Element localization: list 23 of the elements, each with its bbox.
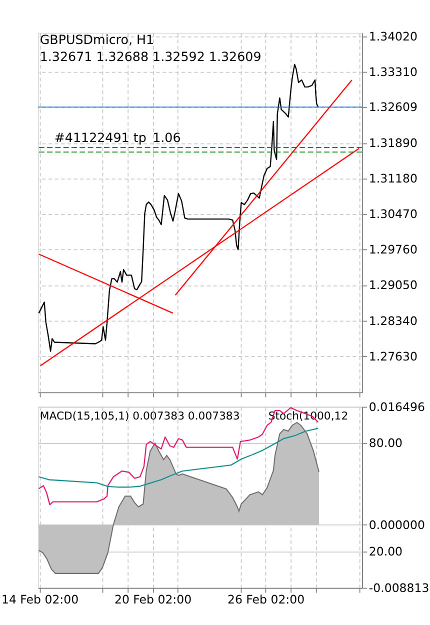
y-tick-label: 1.29050 (368, 278, 418, 292)
annotation: MACD(15,105,1) 0.007383 0.007383 (40, 409, 240, 422)
y2-tick-label: 80.00 (368, 436, 403, 450)
annotation: 1.06 (152, 130, 181, 145)
x-tick-label: 26 Feb 02:00 (227, 592, 305, 607)
x-tick-label: 20 Feb 02:00 (114, 592, 192, 607)
y-tick-label: 1.31180 (368, 172, 418, 186)
y-tick-label: 1.33310 (368, 65, 418, 80)
y-tick-label: 1.31890 (368, 136, 418, 150)
y-tick-label: 1.32609 (368, 100, 418, 114)
y-tick-label: 0.016496 (368, 400, 425, 414)
ref-line-label: #41122491 tp (54, 130, 146, 146)
chart-title: GBPUSDmicro, H1 (40, 32, 154, 47)
y2-tick-label: 20.00 (368, 544, 403, 559)
y-tick-label: 1.34020 (368, 29, 418, 44)
y-tick-label: 1.27630 (368, 349, 418, 364)
y-tick-label: 1.29760 (368, 242, 418, 257)
text: 1.32671 1.32688 1.32592 1.32609 (40, 48, 262, 64)
y-tick-label: -0.008813 (368, 580, 430, 595)
y-tick-label: 1.30470 (368, 207, 418, 222)
y-tick-label: 1.28340 (368, 314, 418, 328)
y-tick-label: 0.000000 (368, 518, 425, 532)
x-tick-label: 14 Feb 02:00 (1, 592, 79, 607)
